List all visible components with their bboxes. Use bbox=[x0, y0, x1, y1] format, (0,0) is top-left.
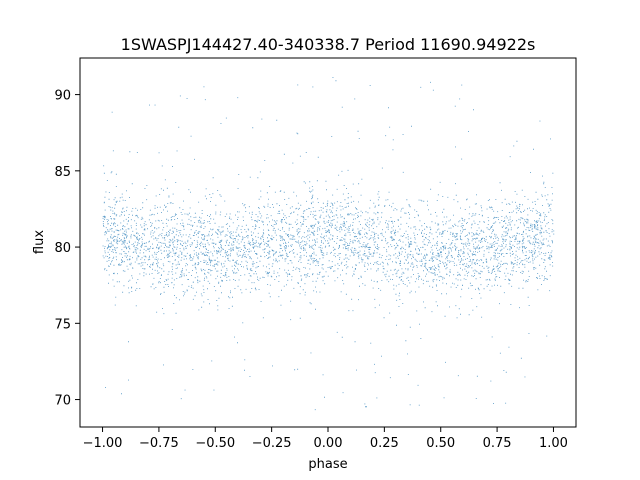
x-tick-label: 0.75 bbox=[483, 436, 512, 451]
y-tick-label: 70 bbox=[54, 394, 71, 409]
x-tick-label: 0.50 bbox=[426, 436, 455, 451]
x-axis-label: phase bbox=[308, 457, 347, 472]
x-tick-label: −0.25 bbox=[252, 436, 292, 451]
scatter-points bbox=[102, 77, 555, 411]
y-tick-label: 85 bbox=[54, 165, 71, 180]
x-tick-label: −0.75 bbox=[139, 436, 179, 451]
x-tick-label: 0.00 bbox=[314, 436, 343, 451]
x-tick-label: −1.00 bbox=[83, 436, 123, 451]
x-tick-label: −0.50 bbox=[195, 436, 235, 451]
y-tick-label: 90 bbox=[54, 89, 71, 104]
chart-title: 1SWASPJ144427.40-340338.7 Period 11690.9… bbox=[121, 35, 536, 54]
y-axis-label: flux bbox=[32, 230, 47, 254]
y-tick-label: 75 bbox=[54, 317, 71, 332]
y-tick-label: 80 bbox=[54, 241, 71, 256]
x-tick-label: 0.25 bbox=[370, 436, 399, 451]
x-axis-ticks: −1.00 −0.75 −0.50 −0.25 0.00 0.25 0.50 0.75 1.00 bbox=[83, 427, 568, 451]
data-points bbox=[102, 77, 555, 411]
x-tick-label: 1.00 bbox=[539, 436, 568, 451]
y-axis-ticks: 70 75 80 85 90 bbox=[54, 89, 80, 409]
